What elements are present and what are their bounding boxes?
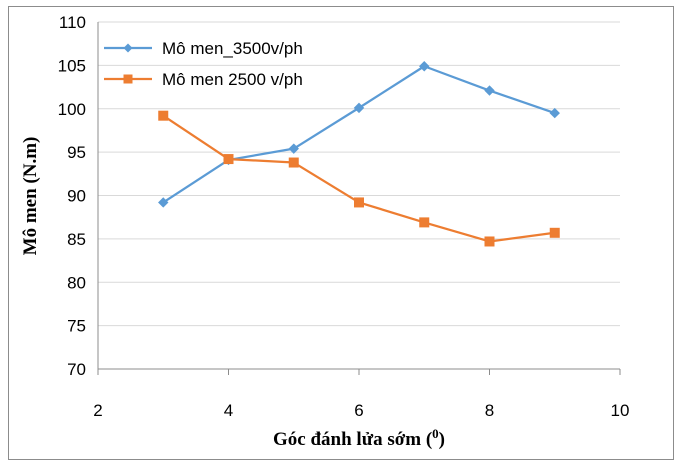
y-tick-labels: 70 75 80 85 90 95 100 105 110	[58, 13, 86, 379]
data-point	[484, 85, 495, 96]
y-tick-label: 110	[59, 13, 86, 32]
x-tick-label: 8	[485, 401, 494, 420]
legend-label-1: Mô men_3500v/ph	[162, 39, 303, 58]
data-point	[158, 110, 169, 121]
axes	[97, 22, 621, 375]
data-point	[419, 61, 430, 72]
data-point	[223, 154, 234, 165]
x-tick-label: 4	[224, 401, 233, 420]
data-point	[419, 217, 430, 228]
data-point	[288, 143, 299, 154]
data-point	[353, 102, 365, 114]
series-line-2	[162, 114, 555, 243]
x-tick-label: 2	[93, 401, 102, 420]
x-tick-label: 6	[354, 401, 363, 420]
chart-frame	[8, 6, 674, 460]
y-tick-label: 70	[67, 360, 86, 379]
data-point	[288, 157, 299, 168]
legend-marker	[123, 43, 133, 53]
y-tick-label: 105	[58, 56, 86, 75]
y-tick-label: 85	[67, 230, 86, 249]
data-point	[354, 197, 364, 208]
data-point	[549, 227, 560, 238]
series-group	[158, 61, 560, 247]
y-tick-label: 95	[67, 143, 86, 162]
y-axis-title: Mô men (N.m)	[20, 137, 41, 256]
x-tick-label: 10	[611, 401, 630, 420]
legend: Mô men_3500v/ph Mô men 2500 v/ph	[104, 39, 303, 89]
y-tick-label: 75	[67, 317, 86, 336]
data-point	[158, 197, 169, 208]
data-point	[484, 236, 495, 247]
y-tick-label: 100	[58, 100, 86, 119]
grid-lines	[98, 21, 620, 327]
legend-label-2: Mô men 2500 v/ph	[162, 70, 303, 89]
x-tick-labels: 2 4 6 8 10	[93, 401, 629, 420]
x-axis-title: Góc đánh lửa sớm (0)	[273, 426, 445, 451]
legend-marker	[123, 74, 133, 84]
data-point	[549, 107, 560, 119]
y-tick-label: 90	[67, 187, 86, 206]
y-tick-label: 80	[67, 273, 86, 292]
